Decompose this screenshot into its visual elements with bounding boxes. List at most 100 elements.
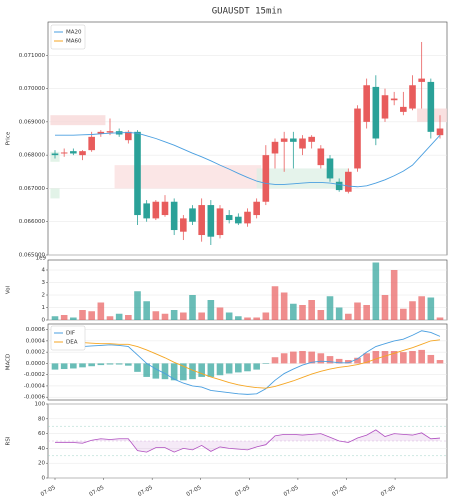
macd-bar [189,363,196,380]
y-axis-label: MACD [6,354,12,371]
x-tick-label: 07-05 [331,485,348,498]
candle-body [354,108,361,169]
y-tick-label: 2 [42,293,46,299]
volume-bar [125,315,132,320]
y-tick-label: 60 [38,431,45,437]
volume-bar [189,295,196,320]
macd-bar [290,351,297,364]
macd-bar [308,351,315,364]
y-tick-label: 0.065000 [19,253,46,259]
candle-body [381,95,389,119]
candle-body [88,136,95,151]
y-tick-label: 0 [42,476,46,482]
macd-bar [381,351,389,364]
candle-body [317,148,325,166]
candle-body [253,201,260,216]
volume-bar [79,310,86,320]
x-tick-label: 07-05 [283,485,300,498]
zone [50,115,106,126]
volume-bar [51,316,59,320]
y-tick-label: 4 [42,268,46,274]
candle-body [363,85,370,122]
y-tick-label: 0.066000 [19,219,46,225]
volume-bar [280,292,288,320]
candle-body [60,152,68,154]
macd-bar [198,363,205,377]
volume-bar [390,270,398,320]
x-tick-label: 07-05 [186,485,203,498]
candle-body [409,85,416,109]
macd-bar [106,363,114,365]
macd-bar [125,363,132,366]
macd-bar [326,356,334,364]
y-tick-label: 0.0004 [26,338,46,344]
x-tick-label: 07-05 [40,485,57,498]
candle-body [390,98,398,101]
legend-label: MA20 [66,30,82,36]
candle-body [198,205,205,236]
y-tick-label: 0.0002 [26,350,45,356]
candle-body [134,131,141,216]
macd-bar [207,363,215,377]
volume-bar [152,311,160,320]
y-tick-label: 100 [35,402,46,408]
macd-bar [134,363,141,372]
y-tick-label: 0.068000 [19,153,46,159]
y-tick-label: 3 [42,280,46,286]
volume-bar [180,312,187,320]
candle-body [418,78,425,82]
volume-bar [326,296,334,320]
legend: MA20 MA60 [50,24,86,50]
candle-body [125,131,132,141]
candle-body [97,131,105,134]
y-tick-label: 1 [42,305,46,311]
macd-bar [390,351,398,364]
macd-bar [225,363,233,374]
macd-bar [152,363,160,379]
macd-bar [60,363,68,370]
macd-bar [180,363,187,381]
y-tick-label: -0.0006 [24,395,46,401]
volume-bar [436,317,444,320]
x-tick-label: 07-05 [88,485,105,498]
macd-bar [271,357,279,364]
zone [50,188,60,199]
x-tick-label: 07-05 [137,485,154,498]
y-tick-label: 0 [42,318,46,324]
candle-body [70,151,77,154]
rsi-fill [55,429,440,453]
chart-title: GUAUSDT 15min [212,7,282,17]
volume-bar [317,310,325,320]
y-tick-label: 0.069000 [19,119,46,125]
macd-bar [363,353,370,364]
legend-label: DIF [66,331,75,337]
candle-body [51,153,59,156]
candle-body [152,201,160,219]
volume-bar [170,310,178,320]
macd-bar [354,357,361,364]
legend-box [50,24,86,50]
y-tick-label: 0.0000 [26,361,46,367]
y-tick-label: 0.067000 [19,186,46,192]
candle-body [235,216,242,224]
y-tick-label: -0.0002 [24,372,45,378]
macd-bar [216,363,224,376]
macd-bar [79,363,86,368]
panel-frame [47,323,448,401]
volume-bar [427,297,435,320]
y-tick-label: 80 [38,416,45,422]
macd-bar [317,353,325,364]
y-tick-label: 40 [38,446,45,452]
macd-bar [280,353,288,364]
macd-bar [409,351,416,364]
macd-bar [335,358,343,364]
volume-bar [299,305,306,320]
y-axis-label: Price [6,131,12,145]
zone [114,165,262,189]
volume-bar [216,307,224,320]
macd-bar [97,363,105,366]
candle-body [79,151,86,156]
volume-bar [262,312,270,320]
legend-label: DEA [66,340,78,346]
